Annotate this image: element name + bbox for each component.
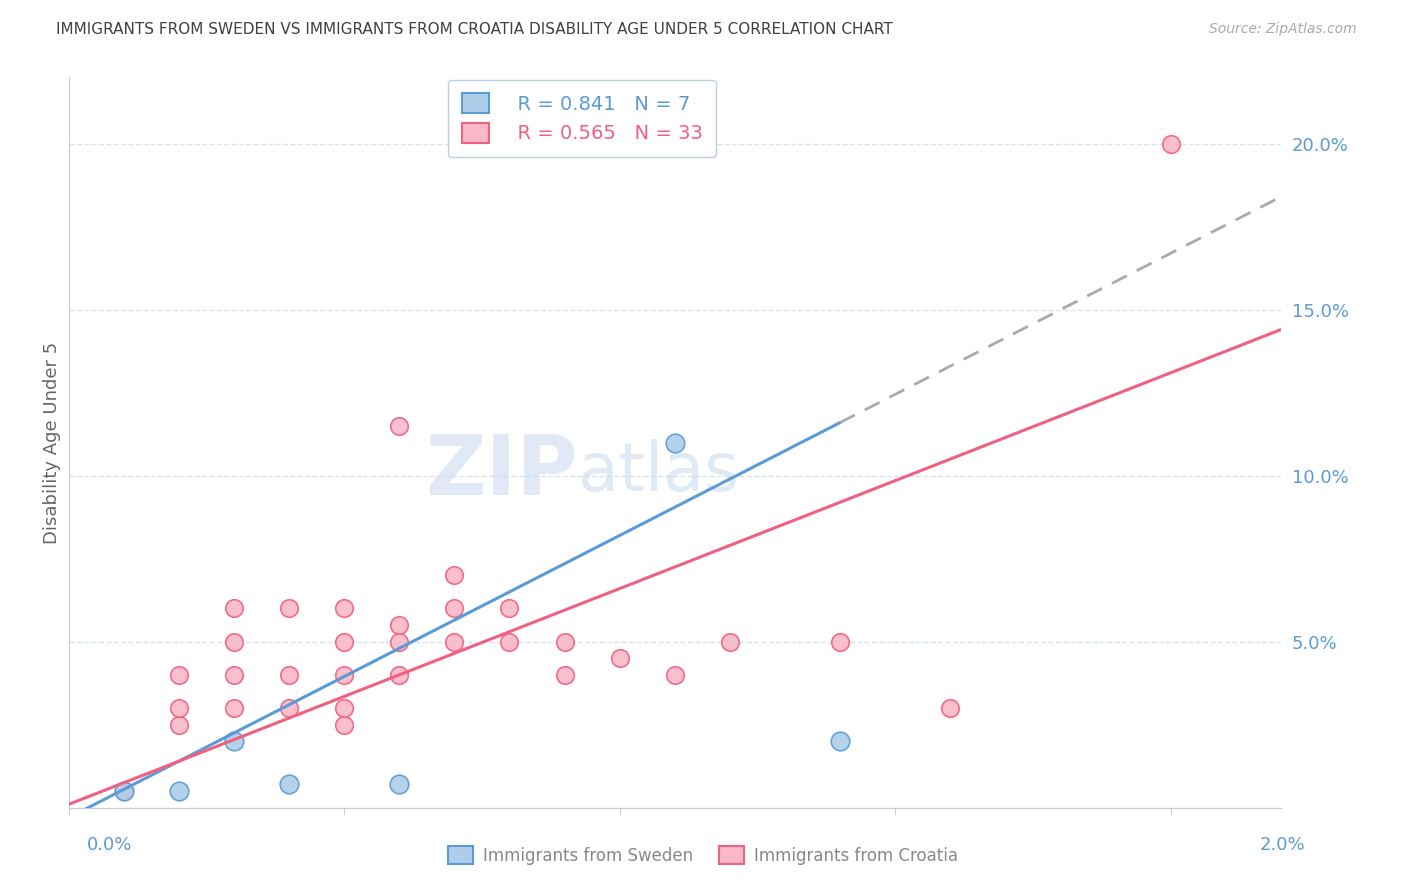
Point bbox=[554, 634, 576, 648]
Point bbox=[388, 419, 411, 434]
Point bbox=[167, 717, 190, 731]
Text: Source: ZipAtlas.com: Source: ZipAtlas.com bbox=[1209, 22, 1357, 37]
Point bbox=[664, 668, 686, 682]
Point bbox=[112, 784, 135, 798]
Point bbox=[498, 634, 520, 648]
Point bbox=[222, 701, 245, 715]
Point bbox=[554, 668, 576, 682]
Point bbox=[167, 784, 190, 798]
Point bbox=[443, 568, 465, 582]
Point bbox=[222, 734, 245, 748]
Point bbox=[718, 634, 741, 648]
Point bbox=[167, 701, 190, 715]
Legend:   R = 0.841   N = 7,   R = 0.565   N = 33: R = 0.841 N = 7, R = 0.565 N = 33 bbox=[449, 80, 716, 157]
Point bbox=[1160, 136, 1182, 151]
Point bbox=[278, 601, 301, 615]
Point bbox=[167, 668, 190, 682]
Legend: Immigrants from Sweden, Immigrants from Croatia: Immigrants from Sweden, Immigrants from … bbox=[440, 838, 966, 873]
Point bbox=[443, 634, 465, 648]
Text: atlas: atlas bbox=[578, 439, 738, 505]
Point bbox=[333, 601, 356, 615]
Point bbox=[222, 634, 245, 648]
Text: IMMIGRANTS FROM SWEDEN VS IMMIGRANTS FROM CROATIA DISABILITY AGE UNDER 5 CORRELA: IMMIGRANTS FROM SWEDEN VS IMMIGRANTS FRO… bbox=[56, 22, 893, 37]
Point bbox=[333, 634, 356, 648]
Point bbox=[939, 701, 962, 715]
Point bbox=[498, 601, 520, 615]
Y-axis label: Disability Age Under 5: Disability Age Under 5 bbox=[44, 342, 60, 543]
Point bbox=[828, 734, 851, 748]
Point bbox=[222, 668, 245, 682]
Point bbox=[388, 618, 411, 632]
Point bbox=[664, 435, 686, 450]
Point bbox=[388, 777, 411, 791]
Point bbox=[609, 651, 631, 665]
Point bbox=[278, 668, 301, 682]
Text: 0.0%: 0.0% bbox=[87, 836, 132, 854]
Point bbox=[278, 777, 301, 791]
Point bbox=[443, 601, 465, 615]
Point bbox=[333, 668, 356, 682]
Text: 2.0%: 2.0% bbox=[1260, 836, 1305, 854]
Point bbox=[278, 701, 301, 715]
Point bbox=[388, 668, 411, 682]
Point bbox=[333, 701, 356, 715]
Point bbox=[112, 784, 135, 798]
Text: ZIP: ZIP bbox=[425, 431, 578, 512]
Point bbox=[828, 634, 851, 648]
Point bbox=[388, 634, 411, 648]
Point bbox=[222, 601, 245, 615]
Point bbox=[333, 717, 356, 731]
